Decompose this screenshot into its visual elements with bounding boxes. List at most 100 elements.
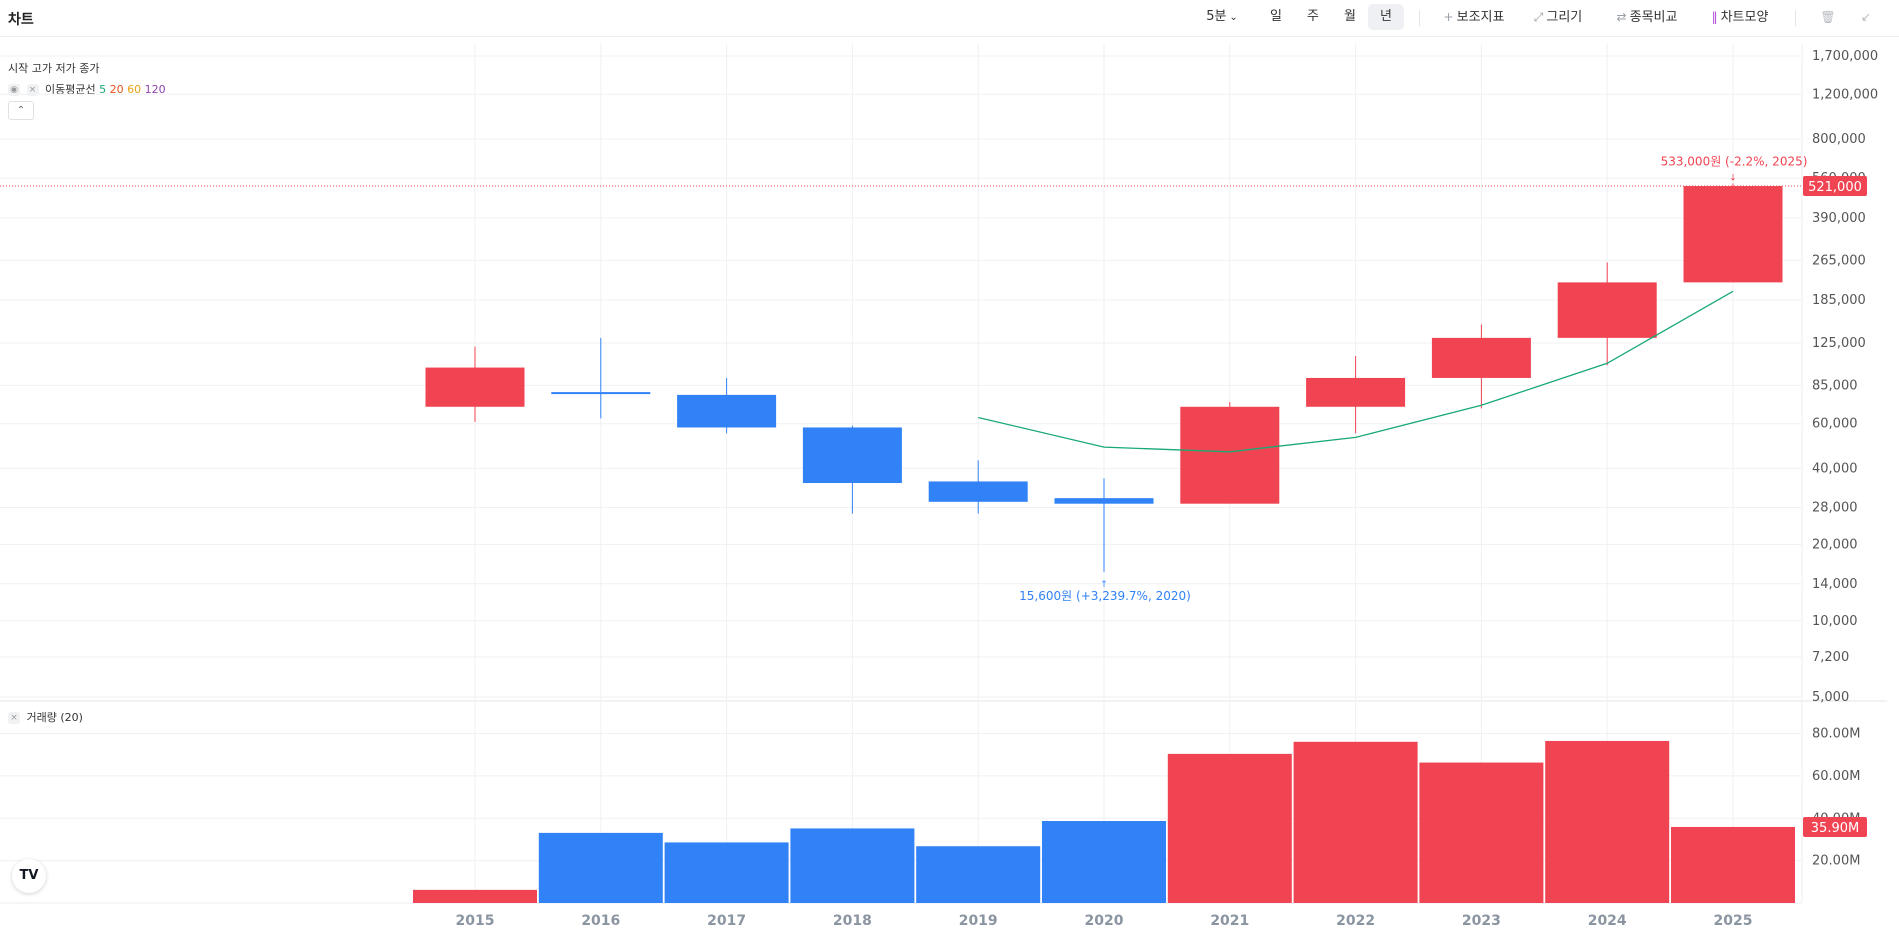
ma-label: 이동평균선 <box>45 83 96 96</box>
legend-collapse-button[interactable]: ⌃ <box>8 101 34 120</box>
pencil-icon: ⤢ <box>1533 10 1544 24</box>
trash-icon[interactable]: 🗑 <box>1820 10 1836 24</box>
interval-dropdown[interactable]: 5분 ⌄ <box>1200 4 1244 30</box>
candle-body <box>1431 337 1531 378</box>
candle-body <box>1683 186 1783 283</box>
chart-type-button[interactable]: ‖ 차트모양 <box>1704 4 1776 30</box>
volume-tick-label: 20.00M <box>1812 854 1860 869</box>
x-tick-label: 2024 <box>1588 913 1627 929</box>
chart-toolbar: 차트 5분 ⌄ 일 주 월 년 + 보조지표 ⤢ 그리기 ⇄ 종목비교 ‖ 차트모양 🗑 … <box>0 0 1899 37</box>
page-title: 차트 <box>8 12 34 28</box>
chevron-up-icon: ⌃ <box>16 105 26 116</box>
draw-button[interactable]: ⤢ 그리기 <box>1528 4 1588 30</box>
price-tick-label: 390,000 <box>1812 211 1866 226</box>
compare-button[interactable]: ⇄ 종목비교 <box>1611 4 1683 30</box>
ma-period-20: 20 <box>109 83 124 96</box>
volume-tick-label: 60.00M <box>1812 769 1860 784</box>
compare-label: 종목비교 <box>1629 10 1678 25</box>
ma-legend: ◉ × 이동평균선 5 20 60 120 <box>8 81 166 97</box>
candle-body <box>802 427 902 484</box>
candle-body <box>677 394 777 428</box>
swap-icon: ⇄ <box>1616 10 1627 24</box>
price-tick-label: 60,000 <box>1812 417 1858 432</box>
close-icon[interactable]: × <box>26 84 39 96</box>
candle-body <box>1054 498 1154 504</box>
high-marker-arrow: ↓ <box>1729 174 1737 184</box>
collapse-icon[interactable]: ↙ <box>1860 10 1872 24</box>
candle-body <box>425 367 525 407</box>
tab-period-year[interactable]: 년 <box>1368 4 1404 30</box>
tab-period-day[interactable]: 일 <box>1270 9 1282 24</box>
volume-label: 거래량 (20) <box>26 711 83 724</box>
toolbar-divider <box>1419 10 1420 26</box>
ma-period-60: 60 <box>127 83 142 96</box>
indicator-label: 보조지표 <box>1456 10 1505 25</box>
price-tick-label: 28,000 <box>1812 501 1858 516</box>
last-price-label: 521,000 <box>1808 180 1862 195</box>
volume-bar <box>790 828 915 903</box>
ma5-line <box>978 290 1734 453</box>
tradingview-logo[interactable]: TV <box>12 859 46 893</box>
x-tick-label: 2022 <box>1336 913 1375 929</box>
x-tick-label: 2016 <box>581 913 620 929</box>
candle-body <box>1557 282 1657 338</box>
candle-body <box>1180 406 1280 504</box>
high-annotation: 533,000원 (-2.2%, 2025) <box>1661 155 1808 169</box>
volume-bar <box>1545 740 1670 903</box>
price-tick-label: 10,000 <box>1812 614 1858 629</box>
close-icon[interactable]: × <box>8 712 20 724</box>
chevron-down-icon: ⌄ <box>1229 12 1238 23</box>
tab-period-week[interactable]: 주 <box>1307 9 1319 24</box>
candle-body <box>928 481 1028 502</box>
volume-bar <box>664 842 789 903</box>
volume-tick-label: 40.00M <box>1812 811 1860 826</box>
price-tick-label: 85,000 <box>1812 378 1858 393</box>
indicator-button[interactable]: + 보조지표 <box>1436 4 1512 30</box>
ma-period-5: 5 <box>99 83 107 96</box>
candle-body <box>551 392 651 395</box>
x-tick-label: 2018 <box>833 913 872 929</box>
last-price-tag <box>1803 176 1867 197</box>
draw-label: 그리기 <box>1546 10 1583 25</box>
price-tick-label: 7,200 <box>1812 650 1849 665</box>
eye-icon[interactable]: ◉ <box>8 84 20 96</box>
last-volume-label: 35.90M <box>1811 821 1859 836</box>
volume-tick-label: 80.00M <box>1812 727 1860 742</box>
plus-icon: + <box>1443 10 1454 24</box>
volume-bar <box>538 832 663 903</box>
price-tick-label: 185,000 <box>1812 293 1866 308</box>
price-tick-label: 265,000 <box>1812 253 1866 268</box>
tab-period-month[interactable]: 월 <box>1344 9 1356 24</box>
volume-bar <box>1419 762 1544 903</box>
volume-bar <box>916 846 1041 903</box>
candlestick-icon: ‖ <box>1711 10 1718 24</box>
low-marker-arrow: ↑ <box>1100 580 1108 590</box>
x-tick-label: 2015 <box>456 913 495 929</box>
volume-bar <box>1167 753 1292 903</box>
volume-bar <box>413 889 537 903</box>
x-tick-label: 2023 <box>1462 913 1501 929</box>
price-tick-label: 1,700,000 <box>1812 49 1878 64</box>
price-tick-label: 125,000 <box>1812 336 1866 351</box>
volume-bar <box>1671 826 1795 903</box>
x-tick-label: 2019 <box>959 913 998 929</box>
price-tick-label: 1,200,000 <box>1812 87 1878 102</box>
x-tick-label: 2020 <box>1085 913 1124 929</box>
x-tick-label: 2017 <box>707 913 746 929</box>
price-tick-label: 800,000 <box>1812 132 1866 147</box>
price-tick-label: 5,000 <box>1812 690 1849 705</box>
toolbar-divider <box>1795 10 1796 26</box>
chart-type-label: 차트모양 <box>1720 10 1769 25</box>
volume-bar <box>1293 741 1418 903</box>
volume-bar <box>1042 821 1166 903</box>
last-volume-tag <box>1803 816 1867 837</box>
volume-legend: × 거래량 (20) <box>8 709 83 725</box>
candle-body <box>1306 377 1406 407</box>
x-tick-label: 2025 <box>1714 913 1753 929</box>
price-tick-label: 40,000 <box>1812 461 1858 476</box>
interval-label: 5분 <box>1206 9 1227 24</box>
price-tick-label: 20,000 <box>1812 538 1858 553</box>
x-tick-label: 2021 <box>1210 913 1249 929</box>
low-annotation: 15,600원 (+3,239.7%, 2020) <box>1019 589 1191 603</box>
